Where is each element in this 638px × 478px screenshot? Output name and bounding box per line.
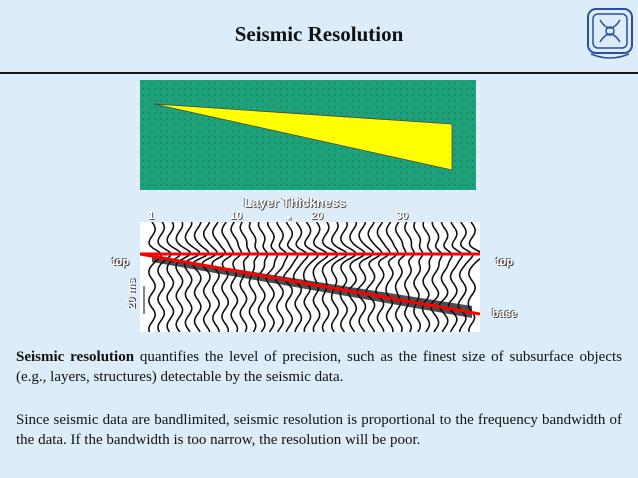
seismic-trace (157, 222, 172, 332)
time-scale-label: 20 ms (126, 278, 138, 310)
seismic-trace (166, 222, 182, 332)
wedge-model-diagram (140, 80, 476, 190)
tick-label: 20 (311, 210, 324, 222)
base-label: base (492, 308, 518, 320)
slide-title: Seismic Resolution (234, 22, 404, 46)
star-marker: * (287, 214, 292, 226)
seismic-trace (192, 222, 210, 332)
seismic-trace (421, 222, 434, 332)
wedge-layer (153, 103, 453, 171)
seismic-trace (230, 222, 243, 332)
seismic-trace (221, 222, 235, 332)
term-seismic-resolution: Seismic resolution (16, 349, 135, 365)
paragraph-definition: Seismic resolution quantifies the level … (16, 347, 622, 387)
title-divider (0, 72, 638, 74)
paragraph-bandwidth: Since seismic data are bandlimited, seis… (16, 412, 622, 448)
seismic-trace (330, 222, 348, 332)
seismic-trace (312, 222, 329, 332)
seismic-trace (394, 222, 407, 332)
seismic-trace (438, 222, 453, 332)
base-horizon-line (140, 252, 480, 316)
seismic-trace (302, 222, 319, 332)
seismic-trace (413, 222, 424, 332)
tick-label: 10 (230, 210, 243, 222)
seismic-trace (201, 222, 218, 332)
layer-thickness-label: Layer Thickness (244, 195, 346, 210)
definition-text: quantifies the level of precision, such … (16, 349, 622, 385)
seismic-trace (385, 222, 399, 332)
seismic-trace (356, 222, 374, 332)
seismic-trace (429, 222, 443, 332)
seismic-trace (321, 222, 339, 332)
seismic-trace (183, 222, 201, 332)
tick-label: 1 (148, 210, 155, 222)
tick-label: 30 (396, 210, 409, 222)
seismic-traces (140, 222, 480, 332)
top-label-right: top (496, 256, 514, 268)
seismic-trace (375, 222, 391, 332)
university-logo (587, 8, 633, 59)
seismic-trace (147, 222, 162, 332)
top-label-left: top (112, 256, 130, 268)
seismic-trace (339, 222, 358, 332)
seismic-trace (211, 222, 227, 332)
seismic-trace (347, 222, 366, 332)
seismic-trace (403, 222, 415, 332)
seismic-trace (292, 222, 309, 332)
seismic-trace (175, 222, 192, 332)
seismic-trace (365, 222, 383, 332)
